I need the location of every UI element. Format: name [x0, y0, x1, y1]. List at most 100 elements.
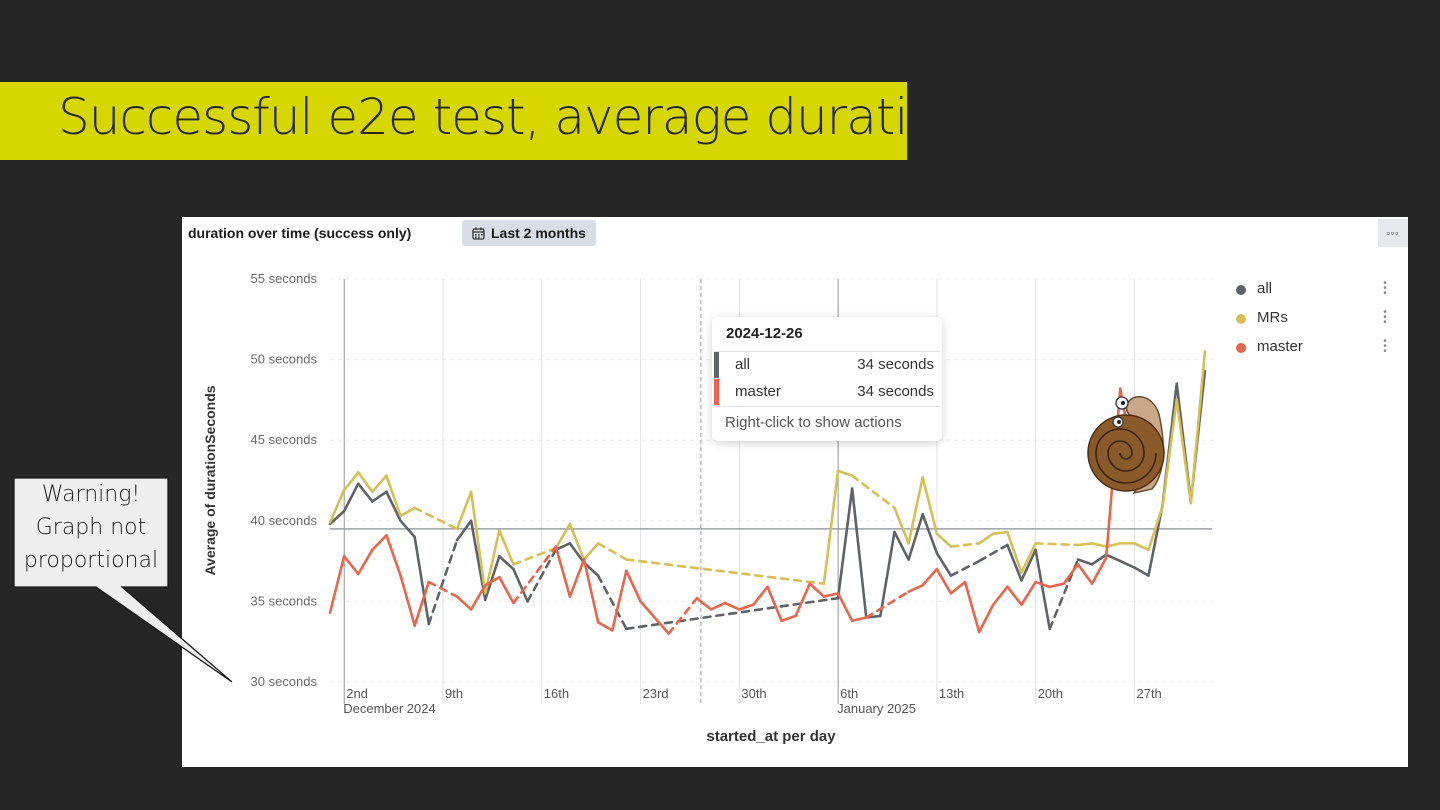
- series-segment-mrs: [568, 522, 586, 561]
- tooltip-row-all: all 34 seconds: [714, 352, 940, 378]
- x-tick-sublabel: January 2025: [837, 701, 916, 716]
- legend-item-all[interactable]: all • • •: [1232, 279, 1392, 299]
- series-segment-mrs: [850, 474, 896, 510]
- series-segment-all: [371, 490, 388, 503]
- series-segment-master: [427, 580, 459, 598]
- series-segment-all: [356, 482, 374, 503]
- panel-menu-button[interactable]: ▫▫▫: [1378, 219, 1408, 247]
- series-segment-master: [639, 600, 656, 619]
- series-segment-all: [1133, 566, 1150, 577]
- series-segment-all: [1006, 543, 1023, 582]
- series-segment-all: [850, 487, 868, 619]
- legend-item-master[interactable]: master • • •: [1232, 337, 1392, 357]
- series-segment-master: [399, 574, 416, 627]
- tooltip-series-value: 34 seconds: [857, 383, 934, 400]
- series-segment-master: [808, 582, 826, 598]
- series-segment-mrs: [1034, 542, 1080, 547]
- series-segment-all: [1020, 548, 1037, 582]
- series-segment-master: [836, 592, 854, 623]
- series-segment-mrs: [1006, 530, 1023, 574]
- series-segment-master: [949, 580, 967, 595]
- x-tick-label: 30th: [741, 686, 766, 701]
- series-segment-all: [1118, 559, 1136, 569]
- slide-title-bar: Successful e2e test, average duration: [0, 82, 969, 160]
- legend-swatch-all: [1236, 285, 1246, 295]
- series-segment-master: [498, 575, 515, 605]
- y-tick-label: 35 seconds: [251, 593, 318, 608]
- x-tick-label: 9th: [445, 686, 463, 701]
- series-segment-master: [780, 614, 797, 623]
- series-segment-master: [356, 548, 374, 576]
- tooltip-series-name: master: [735, 383, 781, 400]
- x-tick-label: 16th: [544, 686, 569, 701]
- warning-callout: Warning! Graph not proportional: [14, 478, 168, 584]
- tooltip-divider: [714, 406, 940, 407]
- time-range-label: Last 2 months: [491, 225, 586, 241]
- series-segment-mrs: [399, 506, 416, 518]
- x-tick-sublabel: December 2024: [343, 701, 436, 716]
- x-tick-label: 2nd: [346, 686, 368, 701]
- x-tick-label: 13th: [939, 686, 964, 701]
- series-segment-master: [695, 596, 713, 611]
- series-segment-master: [766, 585, 783, 623]
- series-segment-mrs: [991, 530, 1009, 535]
- legend-label-all: all: [1257, 280, 1273, 297]
- series-segment-master: [864, 590, 910, 619]
- series-segment-master: [568, 558, 586, 598]
- series-segment-all: [399, 519, 416, 539]
- series-segment-all: [625, 596, 840, 631]
- series-segment-master: [921, 567, 939, 587]
- tooltip-hint: Right-click to show actions: [725, 414, 902, 431]
- series-segment-master: [1076, 563, 1094, 585]
- series-segment-master: [709, 601, 727, 611]
- time-range-badge[interactable]: Last 2 months: [462, 220, 596, 246]
- series-segment-mrs: [356, 471, 374, 494]
- series-segment-master: [512, 545, 558, 605]
- series-segment-mrs: [822, 469, 840, 585]
- series-segment-master: [1034, 580, 1052, 589]
- kebab-icon[interactable]: • • •: [1383, 278, 1387, 299]
- series-segment-mrs: [1189, 350, 1207, 505]
- series-segment-all: [498, 554, 515, 571]
- series-segment-master: [371, 534, 388, 552]
- series-segment-all: [907, 513, 925, 561]
- series-segment-mrs: [977, 532, 995, 545]
- tooltip-series-name: all: [735, 356, 751, 373]
- series-segment-master: [1020, 580, 1037, 606]
- kebab-icon[interactable]: • • •: [1383, 336, 1387, 357]
- tooltip-row-master: master 34 seconds: [714, 379, 940, 405]
- series-segment-all: [921, 513, 939, 555]
- series-segment-master: [469, 583, 487, 611]
- series-segment-master: [977, 603, 995, 634]
- series-segment-mrs: [1076, 542, 1094, 547]
- y-tick-label: 50 seconds: [251, 352, 318, 367]
- series-segment-master: [1090, 556, 1108, 585]
- calendar-icon: [472, 227, 485, 240]
- series-segment-all: [879, 530, 896, 618]
- series-segment-master: [667, 596, 699, 635]
- series-segment-mrs: [455, 490, 473, 531]
- series-segment-mrs: [328, 488, 346, 524]
- series-segment-mrs: [949, 542, 981, 548]
- tooltip-swatch: [714, 379, 719, 405]
- series-segment-all: [427, 538, 459, 626]
- kebab-icon[interactable]: • • •: [1383, 307, 1387, 328]
- series-segment-all: [526, 548, 558, 603]
- legend-item-mrs[interactable]: MRs • • •: [1232, 308, 1392, 328]
- series-segment-master: [991, 585, 1009, 606]
- panel-title: duration over time (success only): [188, 225, 412, 241]
- series-segment-master: [794, 582, 812, 618]
- tooltip-divider: [714, 351, 940, 352]
- callout-line: Graph not: [35, 515, 147, 540]
- series-segment-mrs: [1133, 542, 1150, 552]
- series-segment-all: [1076, 558, 1094, 566]
- series-segment-mrs: [1090, 542, 1108, 548]
- series-segment-master: [1006, 585, 1023, 606]
- y-tick-label: 40 seconds: [251, 513, 318, 528]
- series-segment-mrs: [907, 475, 925, 545]
- series-segment-mrs: [1020, 542, 1037, 574]
- series-segment-all: [836, 487, 854, 600]
- series-segment-mrs: [385, 474, 402, 518]
- series-segment-all: [469, 519, 487, 602]
- series-segment-all: [977, 543, 1009, 563]
